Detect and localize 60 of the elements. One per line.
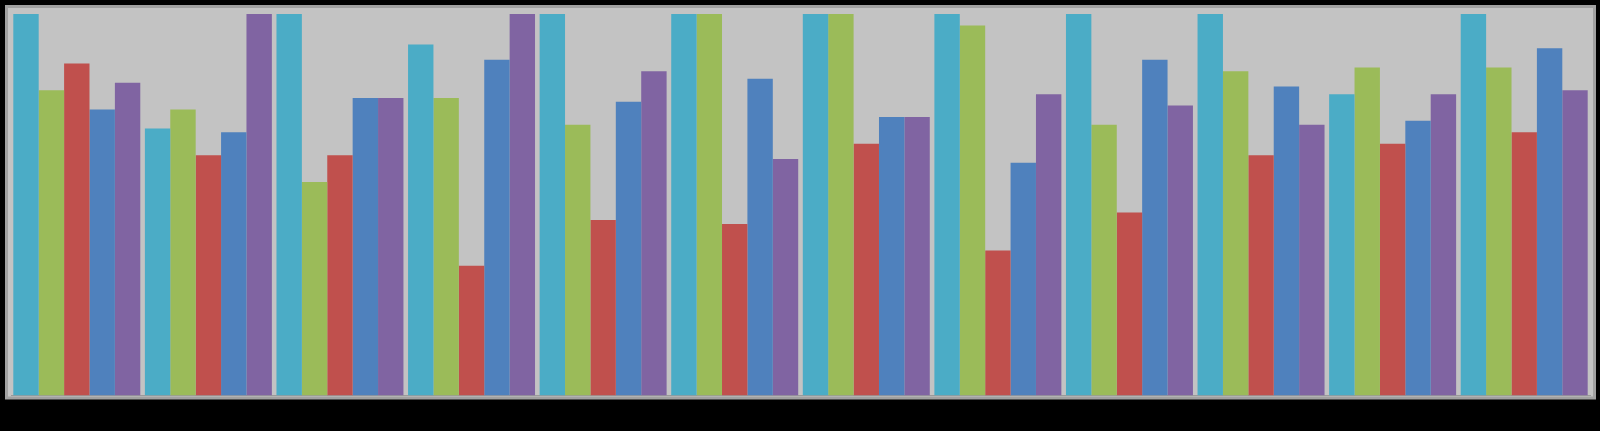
bar [484,59,510,396]
bar [458,265,485,396]
bar [378,97,404,396]
bar [590,220,616,396]
bar [1248,155,1274,396]
bar [1299,124,1325,396]
bar [1354,67,1380,396]
bar [641,71,667,396]
bar [722,223,748,396]
bar [301,181,328,396]
bar [802,14,829,396]
bar [170,109,196,396]
bar [1142,59,1168,396]
bar [1273,86,1300,396]
bar [985,250,1011,396]
bar [1405,120,1431,396]
bar [1197,14,1223,396]
bar [144,128,171,396]
bar [959,25,986,396]
bar [696,14,723,396]
bar [565,124,591,396]
bar [878,117,905,396]
bar [1116,212,1143,396]
bar [1486,67,1512,396]
bar [276,14,302,396]
bar [539,14,566,396]
bar [114,82,141,396]
bar [1167,105,1193,396]
bar [509,14,536,396]
bar [747,78,773,396]
bar [433,97,459,396]
bar [195,155,222,396]
bar [1091,124,1117,396]
bar [408,44,434,396]
bar [772,159,799,396]
bar [246,14,272,396]
bar [828,14,854,396]
bar [89,109,115,396]
bar [671,14,697,396]
bar [1010,162,1036,396]
bar [904,117,930,396]
bar [13,14,39,396]
bar [327,155,353,396]
bar [1562,90,1588,396]
bar [853,143,879,396]
bar [1329,94,1355,396]
bar [1222,71,1249,396]
bar [38,90,65,396]
bar [1511,132,1537,396]
bar [221,132,247,396]
bar [1536,48,1563,396]
bar [1460,14,1487,396]
bar [615,101,642,396]
bar [1035,94,1062,396]
bar [934,14,960,396]
bar [1065,14,1092,396]
bar [64,63,90,396]
bar [1430,94,1457,396]
bar [1379,143,1406,396]
bar [352,97,379,396]
